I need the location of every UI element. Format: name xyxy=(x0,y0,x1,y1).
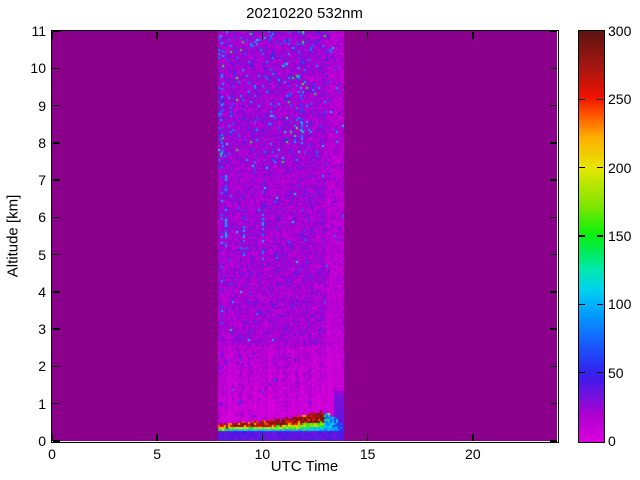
colorbar-tick-mark xyxy=(596,166,603,169)
chart-title: 20210220 532nm xyxy=(246,5,363,22)
colorbar-tick-label: 150 xyxy=(608,228,632,244)
y-tick-mark xyxy=(52,216,60,219)
x-tick-label: 20 xyxy=(465,446,481,462)
y-tick-mark xyxy=(549,30,557,32)
y-tick-label: 9 xyxy=(38,97,46,114)
x-tick-mark xyxy=(156,433,158,441)
x-tick-mark xyxy=(261,31,264,39)
x-tick-mark xyxy=(472,31,474,39)
heatmap-canvas xyxy=(52,31,557,441)
y-tick-label: 7 xyxy=(38,172,46,189)
colorbar-tick-mark xyxy=(579,371,585,374)
y-tick-mark xyxy=(549,291,557,293)
colorbar-tick-label: 0 xyxy=(608,433,616,449)
y-tick-label: 11 xyxy=(31,23,46,39)
colorbar-tick-label: 250 xyxy=(608,91,632,108)
y-tick-mark xyxy=(549,440,557,442)
x-tick-mark xyxy=(261,433,264,441)
y-tick-label: 1 xyxy=(38,395,46,412)
y-tick-mark xyxy=(549,328,557,330)
y-tick-label: 2 xyxy=(38,358,46,375)
y-tick-label: 10 xyxy=(30,60,46,77)
x-tick-label: 10 xyxy=(254,446,271,462)
colorbar-tick-mark xyxy=(596,98,603,101)
x-tick-mark xyxy=(156,31,158,39)
y-tick-mark xyxy=(52,291,60,293)
y-tick-mark xyxy=(549,179,557,181)
y-tick-mark xyxy=(52,365,60,368)
colorbar-tick-mark xyxy=(596,235,603,237)
y-tick-mark xyxy=(52,67,60,70)
x-tick-mark xyxy=(51,433,53,441)
colorbar-tick-mark xyxy=(596,303,603,306)
x-axis-label: UTC Time xyxy=(270,458,339,475)
y-tick-mark xyxy=(52,440,60,442)
y-tick-mark xyxy=(52,253,60,256)
colorbar-tick-label: 300 xyxy=(608,23,632,39)
x-tick-mark xyxy=(366,31,369,39)
y-tick-mark xyxy=(549,253,557,256)
x-tick-mark xyxy=(366,433,369,441)
colorbar-tick-label: 100 xyxy=(608,296,632,313)
colorbar-tick-mark xyxy=(579,166,585,169)
colorbar-tick-label: 200 xyxy=(608,159,632,176)
x-tick-mark xyxy=(51,31,53,39)
y-tick-mark xyxy=(549,104,557,107)
x-tick-label: 5 xyxy=(153,446,162,462)
x-tick-label: 0 xyxy=(48,446,56,462)
y-tick-label: 8 xyxy=(38,134,46,151)
y-tick-label: 3 xyxy=(38,321,46,338)
y-tick-label: 0 xyxy=(38,433,46,449)
colorbar-tick-label: 50 xyxy=(608,364,624,381)
y-tick-mark xyxy=(52,30,60,32)
y-tick-label: 6 xyxy=(38,209,46,226)
y-tick-mark xyxy=(549,402,557,405)
y-tick-mark xyxy=(52,402,60,405)
y-tick-mark xyxy=(52,104,60,107)
y-tick-mark xyxy=(549,142,557,144)
y-tick-mark xyxy=(549,365,557,368)
colorbar-tick-mark xyxy=(579,235,585,237)
colorbar-tick-mark xyxy=(579,303,585,306)
y-tick-label: 4 xyxy=(38,283,46,300)
y-tick-mark xyxy=(52,179,60,181)
y-tick-mark xyxy=(549,216,557,219)
y-tick-label: 5 xyxy=(38,246,46,263)
x-tick-mark xyxy=(472,433,474,441)
colorbar-tick-mark xyxy=(579,98,585,101)
colorbar-tick-mark xyxy=(596,371,603,374)
y-axis-label: Altitude [km] xyxy=(4,194,22,278)
y-tick-mark xyxy=(52,328,60,330)
y-tick-mark xyxy=(52,142,60,144)
x-tick-label: 15 xyxy=(359,446,376,462)
y-tick-mark xyxy=(549,67,557,70)
